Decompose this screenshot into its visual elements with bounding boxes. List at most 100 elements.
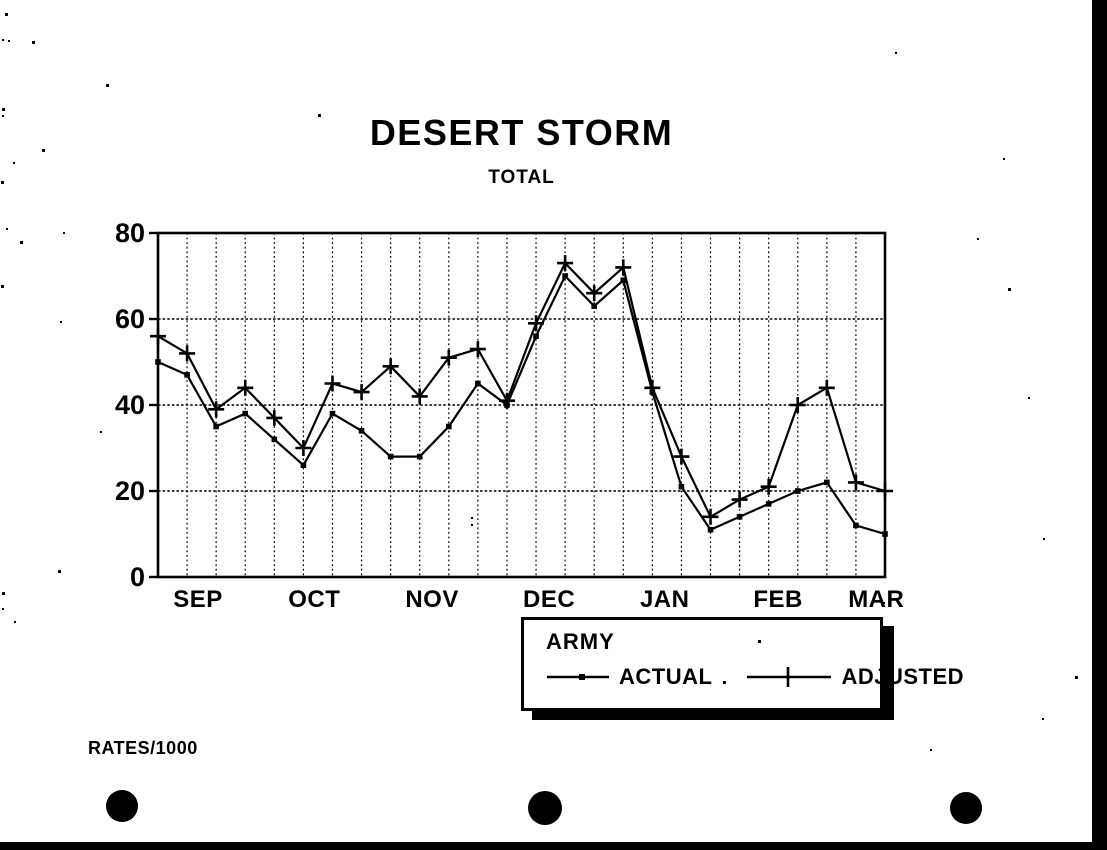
data-point-adjusted <box>498 392 515 409</box>
data-point-adjusted <box>469 341 486 358</box>
x-axis-month-label: FEB <box>753 586 803 613</box>
data-point-actual <box>213 423 219 430</box>
data-point-actual <box>416 453 423 460</box>
data-point-adjusted <box>208 401 225 418</box>
data-point-actual <box>300 462 307 468</box>
data-point-adjusted <box>847 474 864 491</box>
punch-hole-right <box>950 792 982 824</box>
data-point-adjusted <box>266 409 283 426</box>
data-point-adjusted <box>295 440 312 456</box>
data-point-actual <box>620 277 627 284</box>
data-point-actual <box>824 479 830 486</box>
rates-footnote: RATES/1000 <box>88 738 198 758</box>
data-point-adjusted <box>411 388 428 405</box>
x-axis-month-label: MAR <box>848 586 904 613</box>
scan-noise-speck <box>42 149 45 152</box>
data-point-adjusted <box>673 448 690 465</box>
data-point-actual <box>707 526 714 533</box>
scan-noise-speck <box>14 621 16 623</box>
scan-artifact-right-bar <box>1092 0 1107 850</box>
data-point-actual <box>358 428 365 434</box>
scan-noise-speck <box>2 39 4 41</box>
data-point-actual <box>678 483 685 490</box>
data-point-adjusted <box>615 259 632 276</box>
legend-title: ARMY <box>546 629 615 654</box>
scan-noise-speck <box>1042 718 1044 720</box>
series-line-actual <box>157 274 886 536</box>
y-axis-label: 20 <box>115 476 145 506</box>
scan-noise-speck <box>471 524 473 526</box>
x-axis-month-label: NOV <box>405 586 459 613</box>
scan-noise-speck <box>6 228 8 230</box>
data-point-adjusted <box>586 285 603 302</box>
x-axis-month-label: DEC <box>523 586 575 613</box>
scan-noise-speck <box>20 241 23 244</box>
data-point-adjusted <box>237 379 254 396</box>
scan-noise-speck <box>1043 538 1045 540</box>
scan-noise-speck <box>1075 676 1078 679</box>
y-axis-label: 60 <box>115 304 145 334</box>
legend-label-adjusted: ADJUSTED <box>841 664 965 689</box>
scan-noise-speck <box>1 181 4 184</box>
scan-noise-speck <box>318 114 321 117</box>
data-point-adjusted <box>150 328 166 345</box>
scan-noise-speck <box>930 749 932 751</box>
scan-noise-speck <box>32 41 35 44</box>
data-point-adjusted <box>528 315 545 332</box>
data-point-actual <box>271 436 278 443</box>
scan-noise-speck <box>60 321 62 323</box>
data-point-actual <box>882 531 888 537</box>
x-axis-month-label: OCT <box>288 586 340 613</box>
scan-noise-speck <box>13 162 15 164</box>
data-point-adjusted <box>760 478 777 495</box>
data-point-adjusted <box>440 349 457 366</box>
punch-hole-left <box>106 790 138 822</box>
legend-entry-adjusted: ADJUSTED <box>746 664 964 690</box>
data-point-actual <box>387 453 394 460</box>
scan-noise-speck <box>883 602 885 604</box>
scan-noise-speck <box>1003 158 1005 160</box>
scan-noise-speck <box>2 108 5 111</box>
y-axis-label: 0 <box>130 562 145 592</box>
series-line-adjusted <box>157 261 886 519</box>
y-axis-label: 40 <box>115 390 145 420</box>
scan-noise-speck <box>895 52 897 54</box>
scan-noise-speck <box>471 517 473 519</box>
data-point-adjusted <box>179 345 196 362</box>
scan-noise-speck <box>106 84 109 87</box>
scan-artifact-bottom-bar <box>0 842 1107 850</box>
data-point-adjusted <box>702 508 719 525</box>
scan-noise-speck <box>8 40 10 42</box>
scan-noise-speck <box>2 115 4 117</box>
actual-line-marker-icon <box>547 674 609 680</box>
scan-noise-speck <box>100 431 102 433</box>
scan-noise-speck <box>2 608 4 610</box>
chart-subtitle: TOTAL <box>488 167 555 188</box>
adjusted-plus-marker-icon <box>747 667 832 687</box>
scan-noise-speck <box>2 592 5 595</box>
scan-noise-speck <box>5 13 8 16</box>
data-point-actual <box>736 514 743 520</box>
scan-noise-speck <box>723 681 726 684</box>
legend-entry-actual: ACTUAL <box>546 664 712 690</box>
data-point-actual <box>853 522 859 529</box>
scan-noise-speck <box>977 238 979 240</box>
scan-noise-speck <box>758 640 761 643</box>
y-axis-label: 80 <box>115 218 145 248</box>
scan-noise-speck <box>1028 397 1030 399</box>
data-point-adjusted <box>324 375 341 392</box>
legend-label-actual: ACTUAL <box>619 664 713 689</box>
legend-row: ACTUAL ADJUSTED <box>546 664 964 690</box>
data-point-actual <box>155 359 161 365</box>
data-point-actual <box>446 423 452 430</box>
data-point-actual <box>794 488 801 494</box>
punch-hole-middle <box>528 791 562 825</box>
data-point-adjusted <box>353 384 370 401</box>
data-point-actual <box>591 303 597 309</box>
data-point-adjusted <box>644 379 661 396</box>
data-point-actual <box>562 273 568 279</box>
data-point-actual <box>184 372 190 378</box>
data-point-actual <box>242 410 249 417</box>
chart-title: DESERT STORM <box>369 112 674 153</box>
